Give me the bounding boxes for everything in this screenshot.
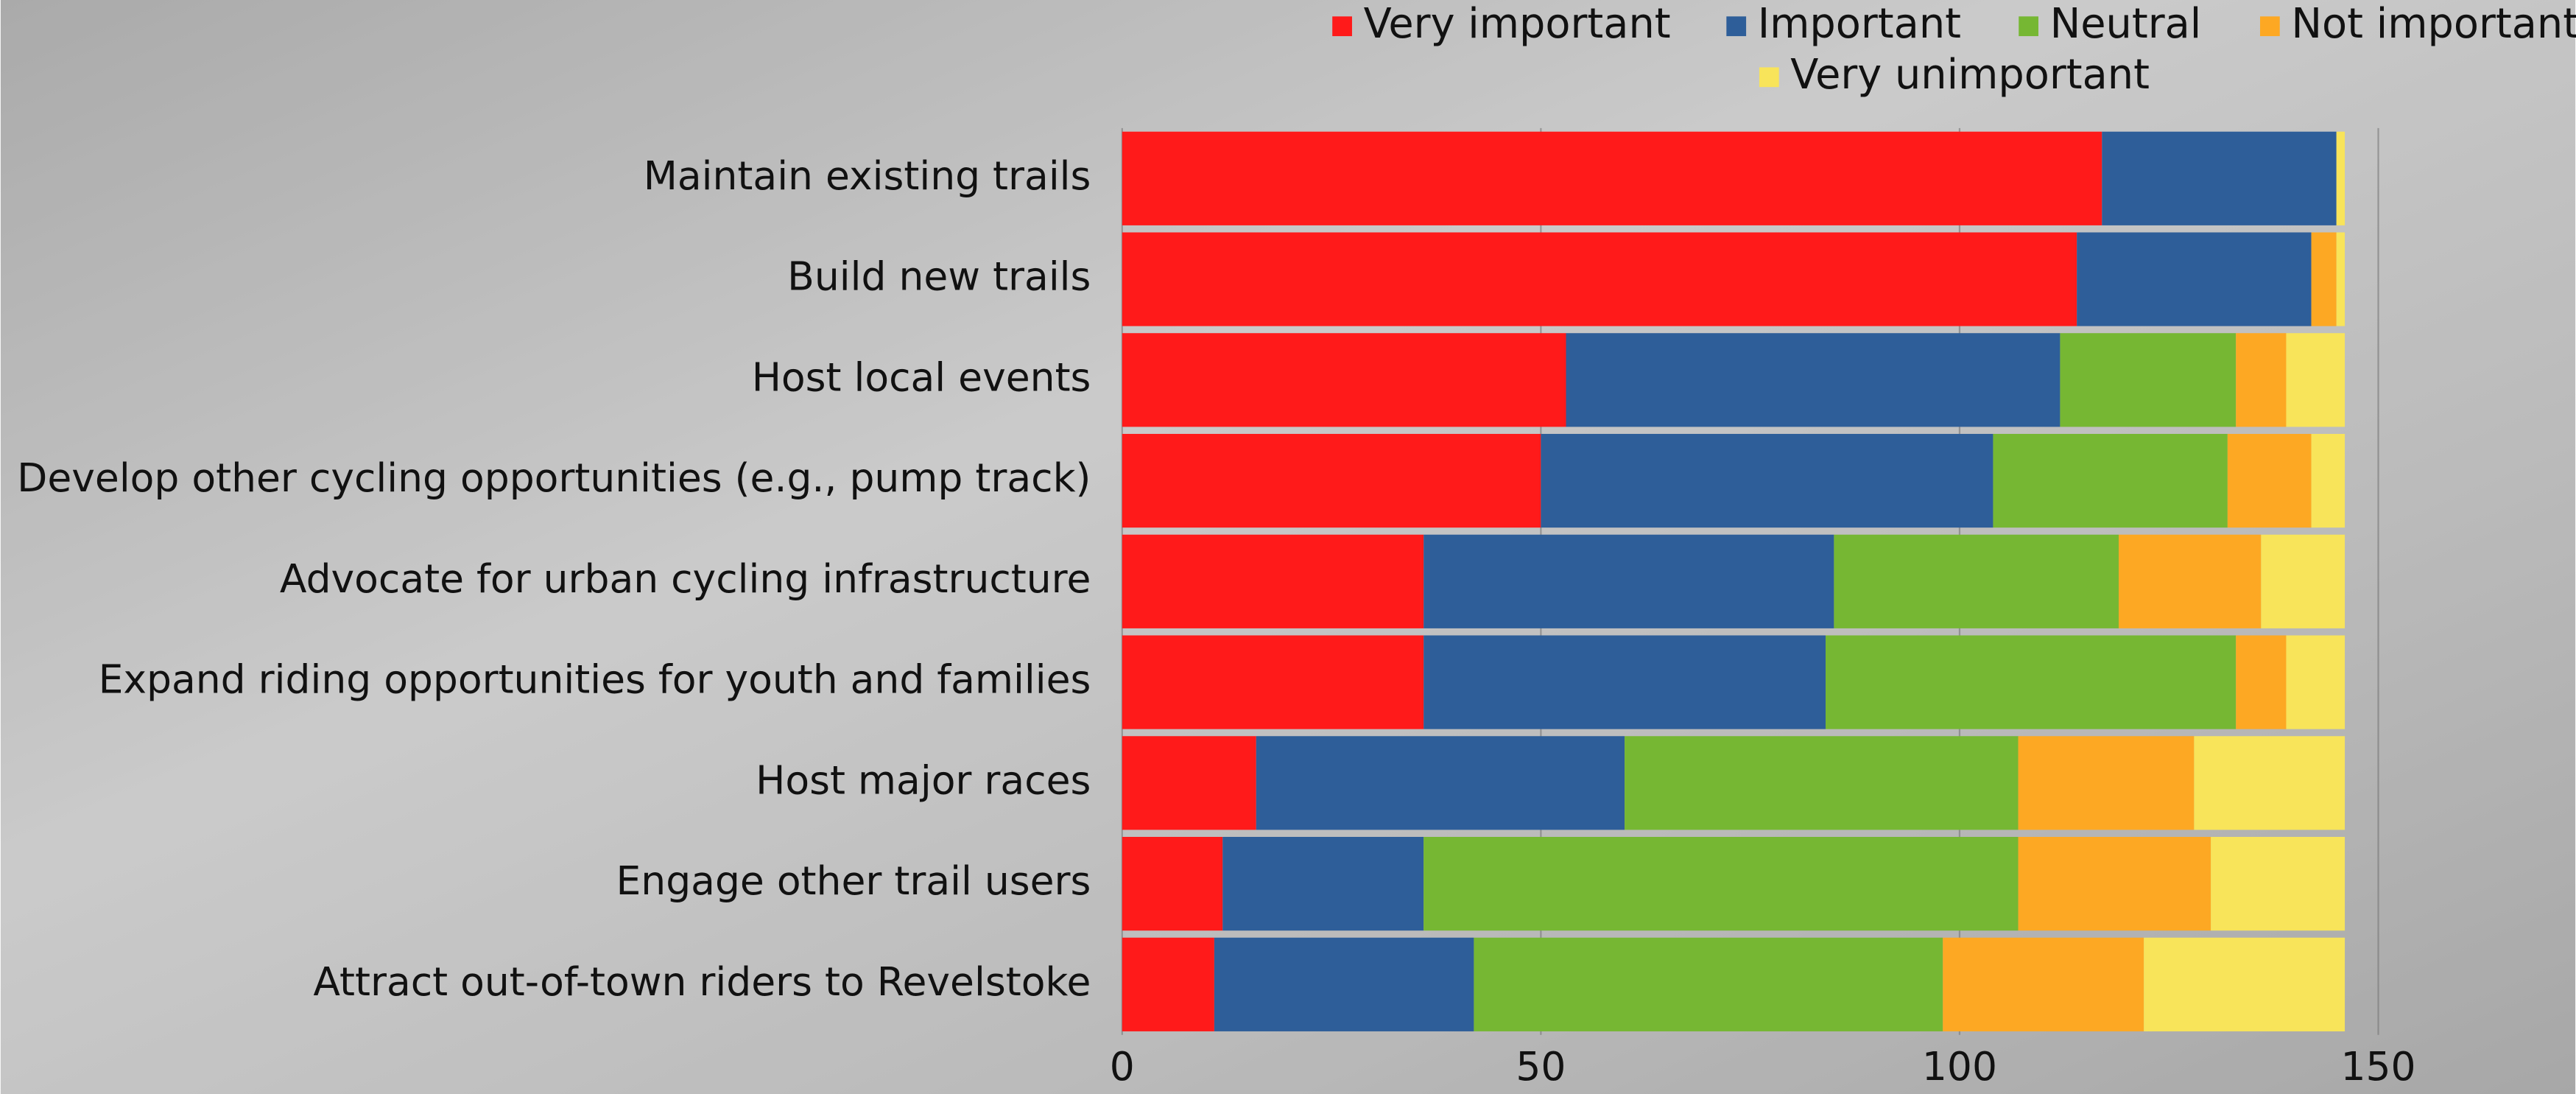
- plot-area: 0 50 100 150 Maintain existing trails Build n…: [17, 0, 2576, 1090]
- bar-segment: [1625, 736, 2019, 830]
- legend-label: Very unimportant: [1790, 51, 2150, 99]
- bar-segment: [1993, 433, 2228, 528]
- y-tick-label: Host local events: [752, 354, 1091, 400]
- bar-segment: [2194, 736, 2346, 830]
- bar-segment: [2336, 131, 2346, 225]
- bar-segment: [1943, 937, 2144, 1031]
- bar-segment: [2018, 837, 2211, 931]
- bar-segment: [1424, 534, 1834, 628]
- bar-segment: [1122, 534, 1424, 628]
- bar-segment: [1214, 937, 1474, 1031]
- y-tick-label: Advocate for urban cycling infrastructur…: [280, 555, 1091, 602]
- bar-segment: [2236, 635, 2287, 729]
- y-tick-label: Attract out-of-town riders to Revelstoke: [313, 958, 1091, 1005]
- x-tick-label: 0: [1110, 1043, 1135, 1090]
- bar-segment: [1474, 937, 1943, 1031]
- bar-segment: [1122, 635, 1424, 729]
- legend-marker: [1759, 67, 1779, 88]
- legend-marker: [2019, 16, 2038, 37]
- y-tick-label: Host major races: [756, 757, 1091, 803]
- bar-segment: [1541, 433, 1993, 528]
- bar-segment: [1424, 837, 2019, 931]
- bar-segment: [2236, 333, 2287, 427]
- bar-segment: [2261, 534, 2346, 628]
- bar-segment: [1222, 837, 1424, 931]
- bar-segment: [1122, 131, 2102, 225]
- bar-segment: [2077, 232, 2312, 326]
- bar-segment: [2311, 433, 2346, 528]
- bar-segment: [1122, 333, 1566, 427]
- x-tick-label: 100: [1922, 1043, 1997, 1090]
- x-tick-label: 50: [1516, 1043, 1566, 1090]
- legend-label: Very important: [1364, 0, 1671, 48]
- bar-segment: [1826, 635, 2237, 729]
- bar-segment: [2102, 131, 2337, 225]
- bar-segment: [2119, 534, 2262, 628]
- y-tick-label: Build new trails: [787, 253, 1091, 300]
- y-tick-label: Expand riding opportunities for youth an…: [99, 656, 1091, 703]
- bar-segment: [2211, 837, 2346, 931]
- y-tick-label: Maintain existing trails: [644, 152, 1091, 199]
- bar-segment: [2060, 333, 2237, 427]
- bar-segment: [1424, 635, 1826, 729]
- bar-segment: [1122, 937, 1214, 1031]
- bar-segment: [1122, 433, 1541, 528]
- legend-marker: [1332, 16, 1352, 37]
- bar-segment: [2227, 433, 2312, 528]
- legend-marker: [2260, 16, 2280, 37]
- legend-label: Important: [1758, 0, 1961, 48]
- bar-segment: [2286, 333, 2346, 427]
- bar-segment: [1122, 837, 1223, 931]
- bar-segment: [1122, 232, 2077, 326]
- legend-label: Not important: [2291, 0, 2576, 48]
- bar-segment: [1256, 736, 1625, 830]
- x-tick-label: 150: [2340, 1043, 2415, 1090]
- legend-label: Neutral: [2050, 0, 2202, 48]
- bar-segment: [1834, 534, 2119, 628]
- y-tick-label: Develop other cycling opportunities (e.g…: [17, 455, 1091, 501]
- bar-segment: [1566, 333, 2061, 427]
- legend-marker: [1726, 16, 1747, 37]
- bar-segment: [2286, 635, 2346, 729]
- bar-segment: [2144, 937, 2346, 1031]
- y-tick-label: Engage other trail users: [616, 858, 1091, 904]
- bar-segment: [2336, 232, 2346, 326]
- bar-segment: [2018, 736, 2195, 830]
- bar-segment: [2311, 232, 2337, 326]
- bar-segment: [1122, 736, 1256, 830]
